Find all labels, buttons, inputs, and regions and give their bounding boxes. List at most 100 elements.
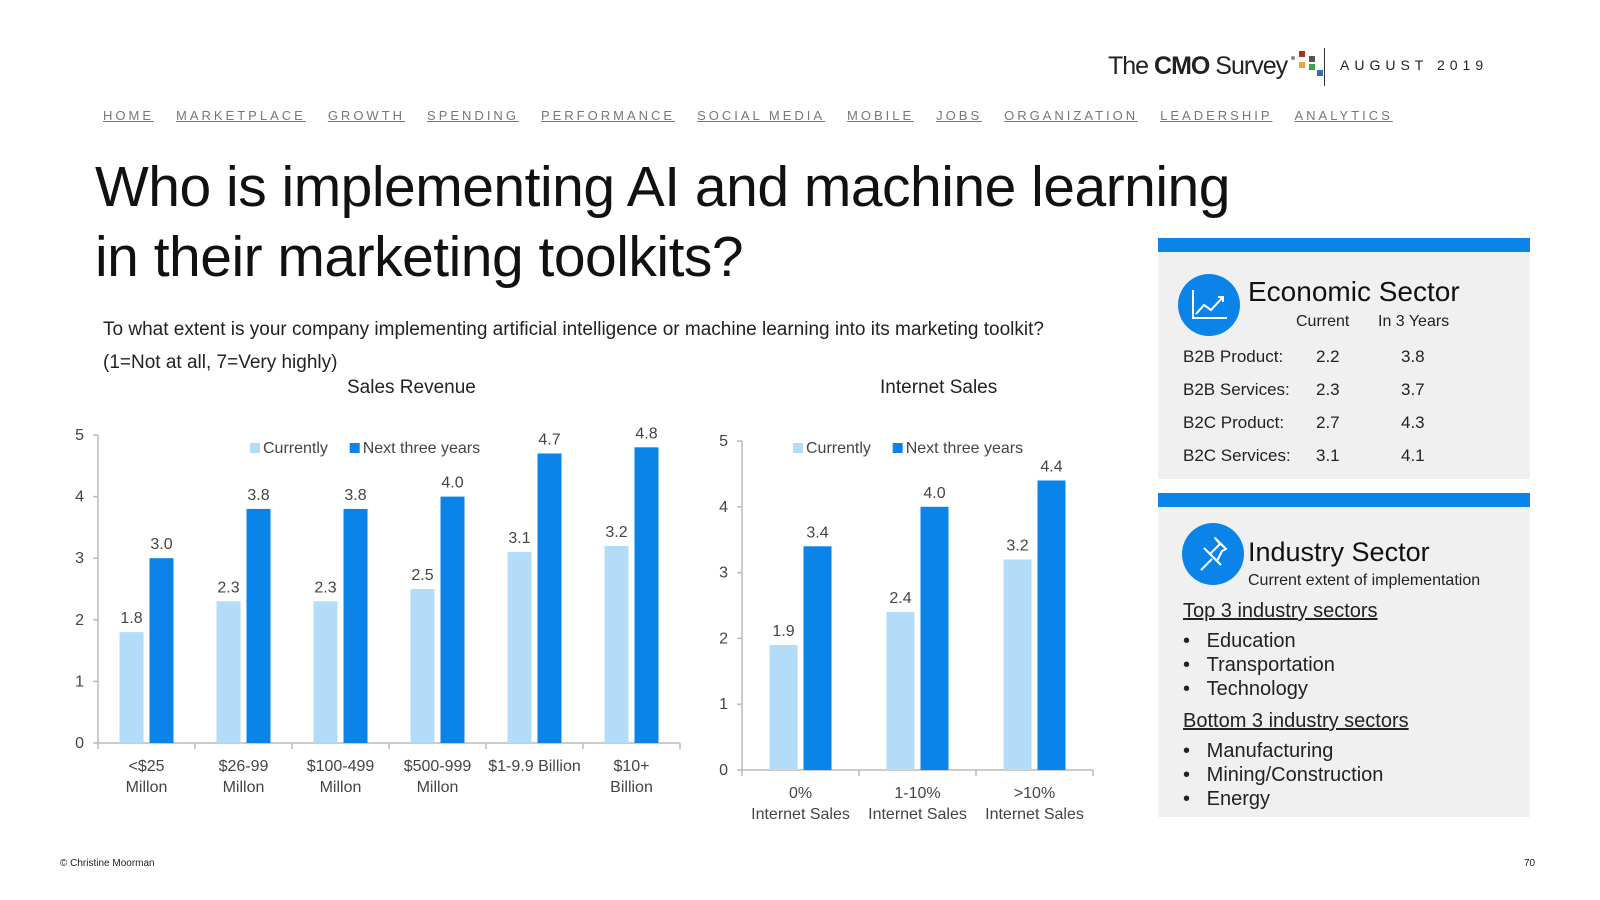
nav-jobs[interactable]: JOBS	[936, 108, 983, 123]
nav-marketplace[interactable]: MARKETPLACE	[176, 108, 306, 123]
data-label: 4.4	[1040, 458, 1062, 475]
bar-next-three-years	[440, 496, 465, 743]
econ-row-label: B2C Product:	[1183, 413, 1285, 432]
econ-row-future: 3.7	[1401, 380, 1425, 399]
x-category-label: Billion	[610, 779, 653, 796]
y-tick-label: 0	[75, 735, 84, 752]
data-label: 1.9	[772, 623, 794, 640]
bottom-sectors-heading: Bottom 3 industry sectors	[1183, 710, 1409, 732]
nav-home[interactable]: HOME	[103, 108, 154, 123]
x-category-label: $10+	[613, 758, 649, 775]
x-category-label: $100-499	[307, 758, 375, 775]
bar-currently	[216, 601, 241, 743]
y-tick-label: 3	[719, 565, 728, 582]
nav-growth[interactable]: GROWTH	[327, 108, 406, 123]
x-category-label: Millon	[417, 779, 459, 796]
col-current-header: Current	[1296, 313, 1350, 330]
economic-sector-title: Economic Sector	[1248, 276, 1460, 307]
data-label: 3.1	[508, 530, 530, 547]
legend-label: Next three years	[363, 440, 480, 457]
nav-organization[interactable]: ORGANIZATION	[1004, 108, 1139, 123]
data-label: 2.4	[889, 590, 911, 607]
x-category-label: <$25	[128, 758, 164, 775]
bottom-sector-item: • Manufacturing	[1183, 740, 1334, 762]
legend-swatch-currently	[250, 443, 260, 453]
econ-row-current: 3.1	[1316, 446, 1340, 465]
nav-leadership[interactable]: LEADERSHIP	[1160, 108, 1273, 123]
bar-currently	[410, 589, 435, 743]
pushpin-icon	[1182, 523, 1244, 585]
bar-next-three-years	[803, 546, 832, 770]
internet-sales-chart: 0 1 2 3 4 5 1.9 3.4 0% Internet Sales 2.4 4.0 1-10% I…	[719, 433, 1094, 823]
nav-performance[interactable]: PERFORMANCE	[540, 108, 676, 123]
bar-next-three-years	[246, 508, 271, 743]
x-category-label: Internet Sales	[751, 806, 850, 823]
survey-question: To what extent is your company implement…	[103, 313, 1044, 379]
nav-spending[interactable]: SPENDING	[427, 108, 519, 123]
page-number: 70	[1524, 858, 1536, 869]
top-sector-item: • Technology	[1183, 678, 1308, 700]
data-label: 2.3	[217, 579, 239, 596]
bar-currently	[769, 644, 798, 770]
x-category-label: Internet Sales	[985, 806, 1084, 823]
line-chart-icon	[1178, 274, 1240, 336]
industry-sector-panel: Industry Sector Current extent of implem…	[1158, 493, 1530, 817]
y-tick-label: 3	[75, 550, 84, 567]
sales-revenue-chart-title: Sales Revenue	[347, 377, 476, 398]
logo-dots-icon	[1289, 50, 1327, 82]
page-title: Who is implementing AI and machine learn…	[95, 155, 1230, 289]
legend-label: Next three years	[906, 440, 1023, 457]
x-category-label: $26-99	[219, 758, 269, 775]
econ-row-current: 2.3	[1316, 380, 1340, 399]
x-category-label: Internet Sales	[868, 806, 967, 823]
internet-sales-chart-title: Internet Sales	[880, 377, 998, 398]
legend-swatch-next-three-years	[349, 443, 360, 453]
question-text: To what extent is your company implement…	[103, 319, 1044, 340]
nav-social-media[interactable]: SOCIAL MEDIA	[697, 108, 826, 123]
survey-date: AUGUST 2019	[1340, 57, 1489, 73]
econ-row-future: 3.8	[1401, 347, 1425, 366]
bar-currently	[1003, 559, 1032, 770]
bar-currently	[604, 545, 629, 743]
econ-row-current: 2.2	[1316, 347, 1340, 366]
copyright: © Christine Moorman	[60, 858, 155, 869]
data-label: 2.5	[411, 567, 433, 584]
nav-mobile[interactable]: MOBILE	[847, 108, 915, 123]
y-tick-label: 5	[719, 433, 728, 450]
y-tick-label: 1	[75, 673, 84, 690]
bar-next-three-years	[343, 508, 368, 743]
header-divider	[1324, 48, 1325, 86]
bar-next-three-years	[634, 447, 659, 743]
top-sector-item: • Transportation	[1183, 654, 1335, 676]
legend-label: Currently	[263, 440, 328, 457]
data-label: 4.8	[635, 425, 657, 442]
data-label: 1.8	[120, 610, 142, 627]
nav-analytics[interactable]: ANALYTICS	[1294, 108, 1393, 123]
top-sectors-heading: Top 3 industry sectors	[1183, 600, 1378, 622]
bar-currently	[313, 601, 338, 743]
sales-revenue-chart: 0 1 2 3 4 5 1.8 3.0 <$25 Millon 2.3 3.8 $26-99 Millon…	[75, 425, 681, 796]
industry-sector-title: Industry Sector	[1248, 537, 1430, 567]
econ-row-current: 2.7	[1316, 413, 1340, 432]
economic-sector-panel: Economic Sector Current In 3 Years B2B P…	[1158, 238, 1530, 479]
x-category-label: >10%	[1014, 785, 1055, 802]
top-sector-item: • Education	[1183, 630, 1296, 652]
data-label: 3.2	[1006, 537, 1028, 554]
data-label: 3.0	[150, 536, 172, 553]
x-category-label: $1-9.9 Billion	[488, 758, 581, 775]
econ-row-future: 4.1	[1401, 446, 1425, 465]
data-label: 4.0	[923, 485, 945, 502]
econ-row-label: B2B Services:	[1183, 380, 1290, 399]
top-nav: HOME MARKETPLACE GROWTH SPENDING PERFORM…	[103, 108, 1393, 123]
data-label: 4.7	[538, 431, 560, 448]
x-category-label: Millon	[320, 779, 362, 796]
bar-currently	[119, 632, 144, 743]
y-tick-label: 4	[75, 489, 84, 506]
data-label: 2.3	[314, 579, 336, 596]
bar-next-three-years	[149, 558, 174, 743]
data-label: 3.8	[344, 487, 366, 504]
data-label: 3.2	[605, 524, 627, 541]
x-category-label: Millon	[126, 779, 168, 796]
bar-next-three-years	[1037, 480, 1066, 770]
data-label: 4.0	[441, 475, 463, 492]
